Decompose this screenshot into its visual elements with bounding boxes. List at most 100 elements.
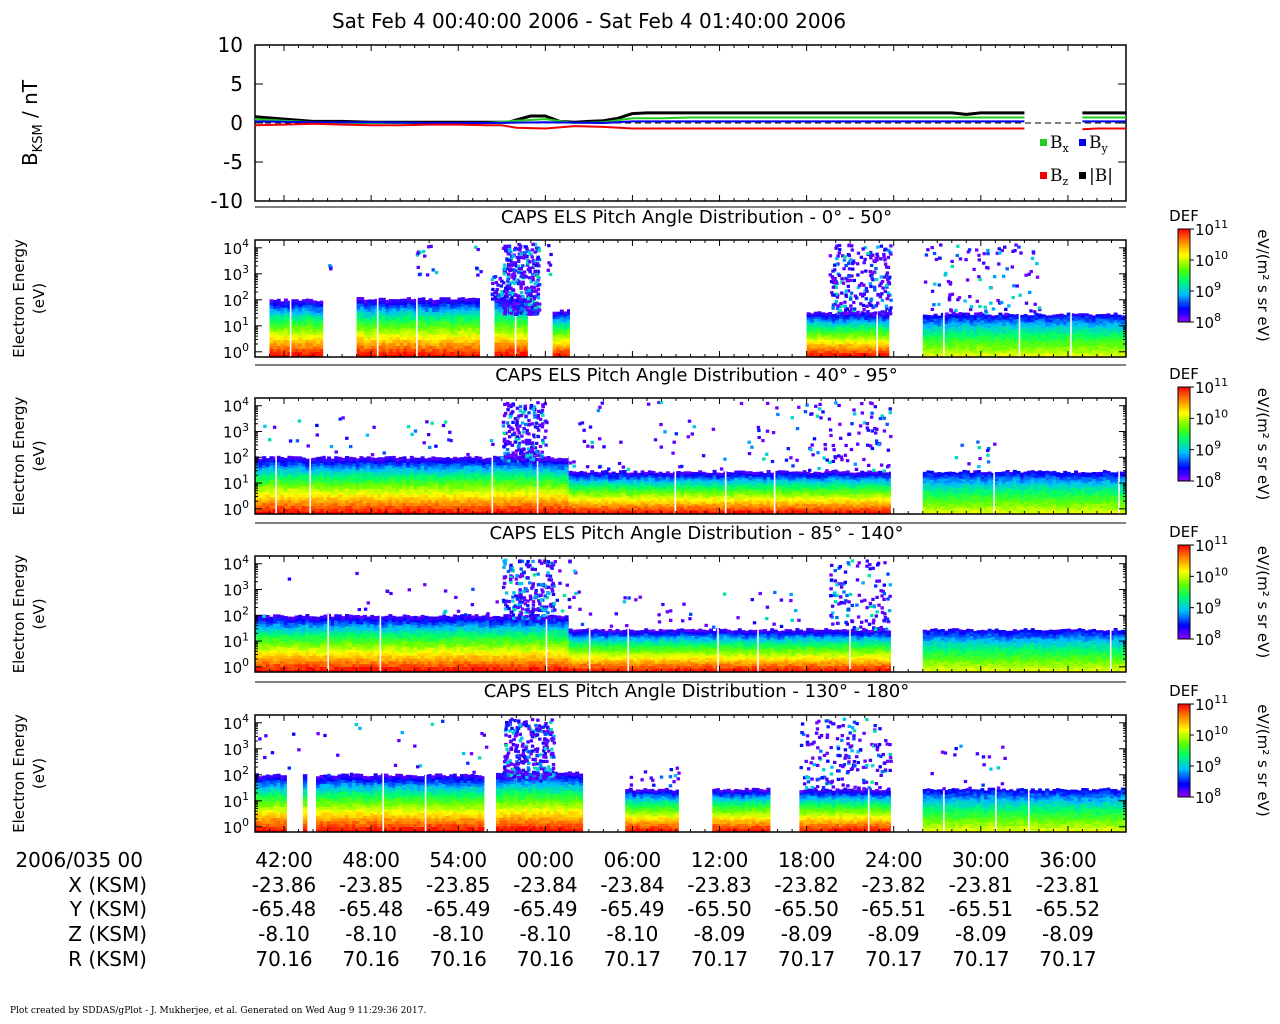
heat-cell: [410, 325, 415, 329]
heat-cell: [305, 336, 310, 341]
heat-cell: [389, 330, 393, 335]
speckle-cell: [842, 267, 846, 271]
heat-cell: [417, 306, 422, 311]
speckle-cell: [523, 302, 528, 306]
speckle-cell: [521, 295, 525, 299]
speckle-cell: [872, 259, 876, 263]
heat-cell: [298, 317, 303, 321]
heat-cell: [505, 298, 510, 302]
heat-cell: [356, 342, 361, 346]
heat-cell: [301, 302, 306, 306]
heat-cell: [356, 321, 361, 325]
heat-cell: [381, 457, 385, 461]
heat-cell: [381, 324, 386, 329]
speckle-cell: [535, 302, 539, 306]
heat-cell: [435, 331, 440, 335]
heat-cell: [280, 306, 285, 311]
speckle-cell: [932, 303, 936, 307]
heat-cell: [526, 335, 528, 340]
heat-cell: [410, 336, 415, 341]
speckle-cell: [859, 255, 864, 259]
heat-cell: [356, 336, 361, 340]
heat-cell: [396, 345, 401, 349]
heat-cell: [319, 300, 324, 304]
heat-cell: [457, 342, 462, 346]
heat-cell: [385, 337, 390, 341]
heat-cell: [1041, 314, 1046, 317]
heat-cell: [505, 324, 510, 329]
heat-cell: [319, 326, 324, 330]
heat-cell: [287, 351, 292, 355]
heat-cell: [392, 316, 397, 320]
heat-cell: [516, 342, 521, 346]
heat-cell: [312, 320, 317, 324]
heat-cell: [501, 327, 506, 331]
heat-cell: [821, 312, 825, 316]
legend-label-bmag: |B|: [1089, 166, 1113, 186]
speckle-cell: [930, 307, 935, 311]
heat-cell: [301, 328, 306, 332]
heat-cell: [287, 303, 292, 307]
y-tick-label: -10: [210, 189, 243, 213]
heat-cell: [403, 354, 408, 358]
speckle-cell: [874, 267, 878, 271]
heat-cell: [446, 309, 451, 313]
heat-cell: [464, 351, 469, 355]
speckle-cell: [503, 244, 507, 248]
heat-cell: [287, 334, 292, 338]
heat-cell: [363, 322, 368, 327]
speckle-cell: [508, 308, 513, 312]
speckle-cell: [933, 282, 937, 286]
heat-cell: [389, 345, 393, 349]
heat-cell: [457, 315, 462, 319]
heat-cell: [309, 310, 314, 314]
heat-cell: [443, 315, 447, 319]
speckle-cell: [989, 301, 993, 305]
speckle-cell: [836, 304, 840, 308]
heat-cell: [283, 336, 288, 340]
speckle-cell: [856, 310, 860, 314]
heat-cell: [425, 339, 429, 344]
heat-cell: [435, 334, 440, 338]
heat-cell: [479, 298, 480, 302]
heat-cell: [468, 300, 473, 305]
heat-cell: [457, 312, 462, 317]
speckle-cell: [876, 301, 880, 305]
heat-cell: [471, 318, 476, 323]
heat-cell: [457, 348, 462, 352]
heat-cell: [512, 342, 517, 346]
heat-cell: [363, 345, 368, 350]
heat-cell: [356, 351, 361, 355]
heat-cell: [367, 313, 372, 318]
heat-cell: [505, 348, 510, 352]
heat-cell: [425, 345, 429, 350]
heat-cell: [501, 318, 506, 322]
heat-cell: [559, 316, 564, 320]
heat-cell: [291, 345, 296, 349]
heat-cell: [371, 354, 375, 358]
heat-cell: [494, 338, 499, 343]
heat-cell: [378, 336, 383, 340]
speckle-cell: [513, 269, 517, 273]
heat-cell: [280, 488, 285, 492]
speckle-cell: [846, 284, 850, 288]
heat-cell: [810, 354, 815, 358]
heat-cell: [443, 351, 447, 355]
heat-cell: [360, 300, 365, 304]
heat-cell: [817, 311, 822, 315]
heat-cell: [508, 313, 513, 317]
speckle-cell: [984, 309, 988, 313]
heat-cell: [378, 330, 383, 334]
heat-cell: [435, 342, 440, 347]
heat-cell: [523, 351, 528, 355]
heat-cell: [475, 298, 480, 302]
heat-cell: [367, 342, 372, 347]
speckle-cell: [1004, 312, 1008, 316]
heat-cell: [475, 351, 480, 355]
speckle-cell: [847, 243, 852, 247]
heat-cell: [389, 299, 393, 303]
heat-cell: [283, 319, 288, 323]
speckle-cell: [490, 278, 494, 282]
heat-cell: [428, 318, 433, 323]
speckle-cell: [524, 245, 528, 249]
